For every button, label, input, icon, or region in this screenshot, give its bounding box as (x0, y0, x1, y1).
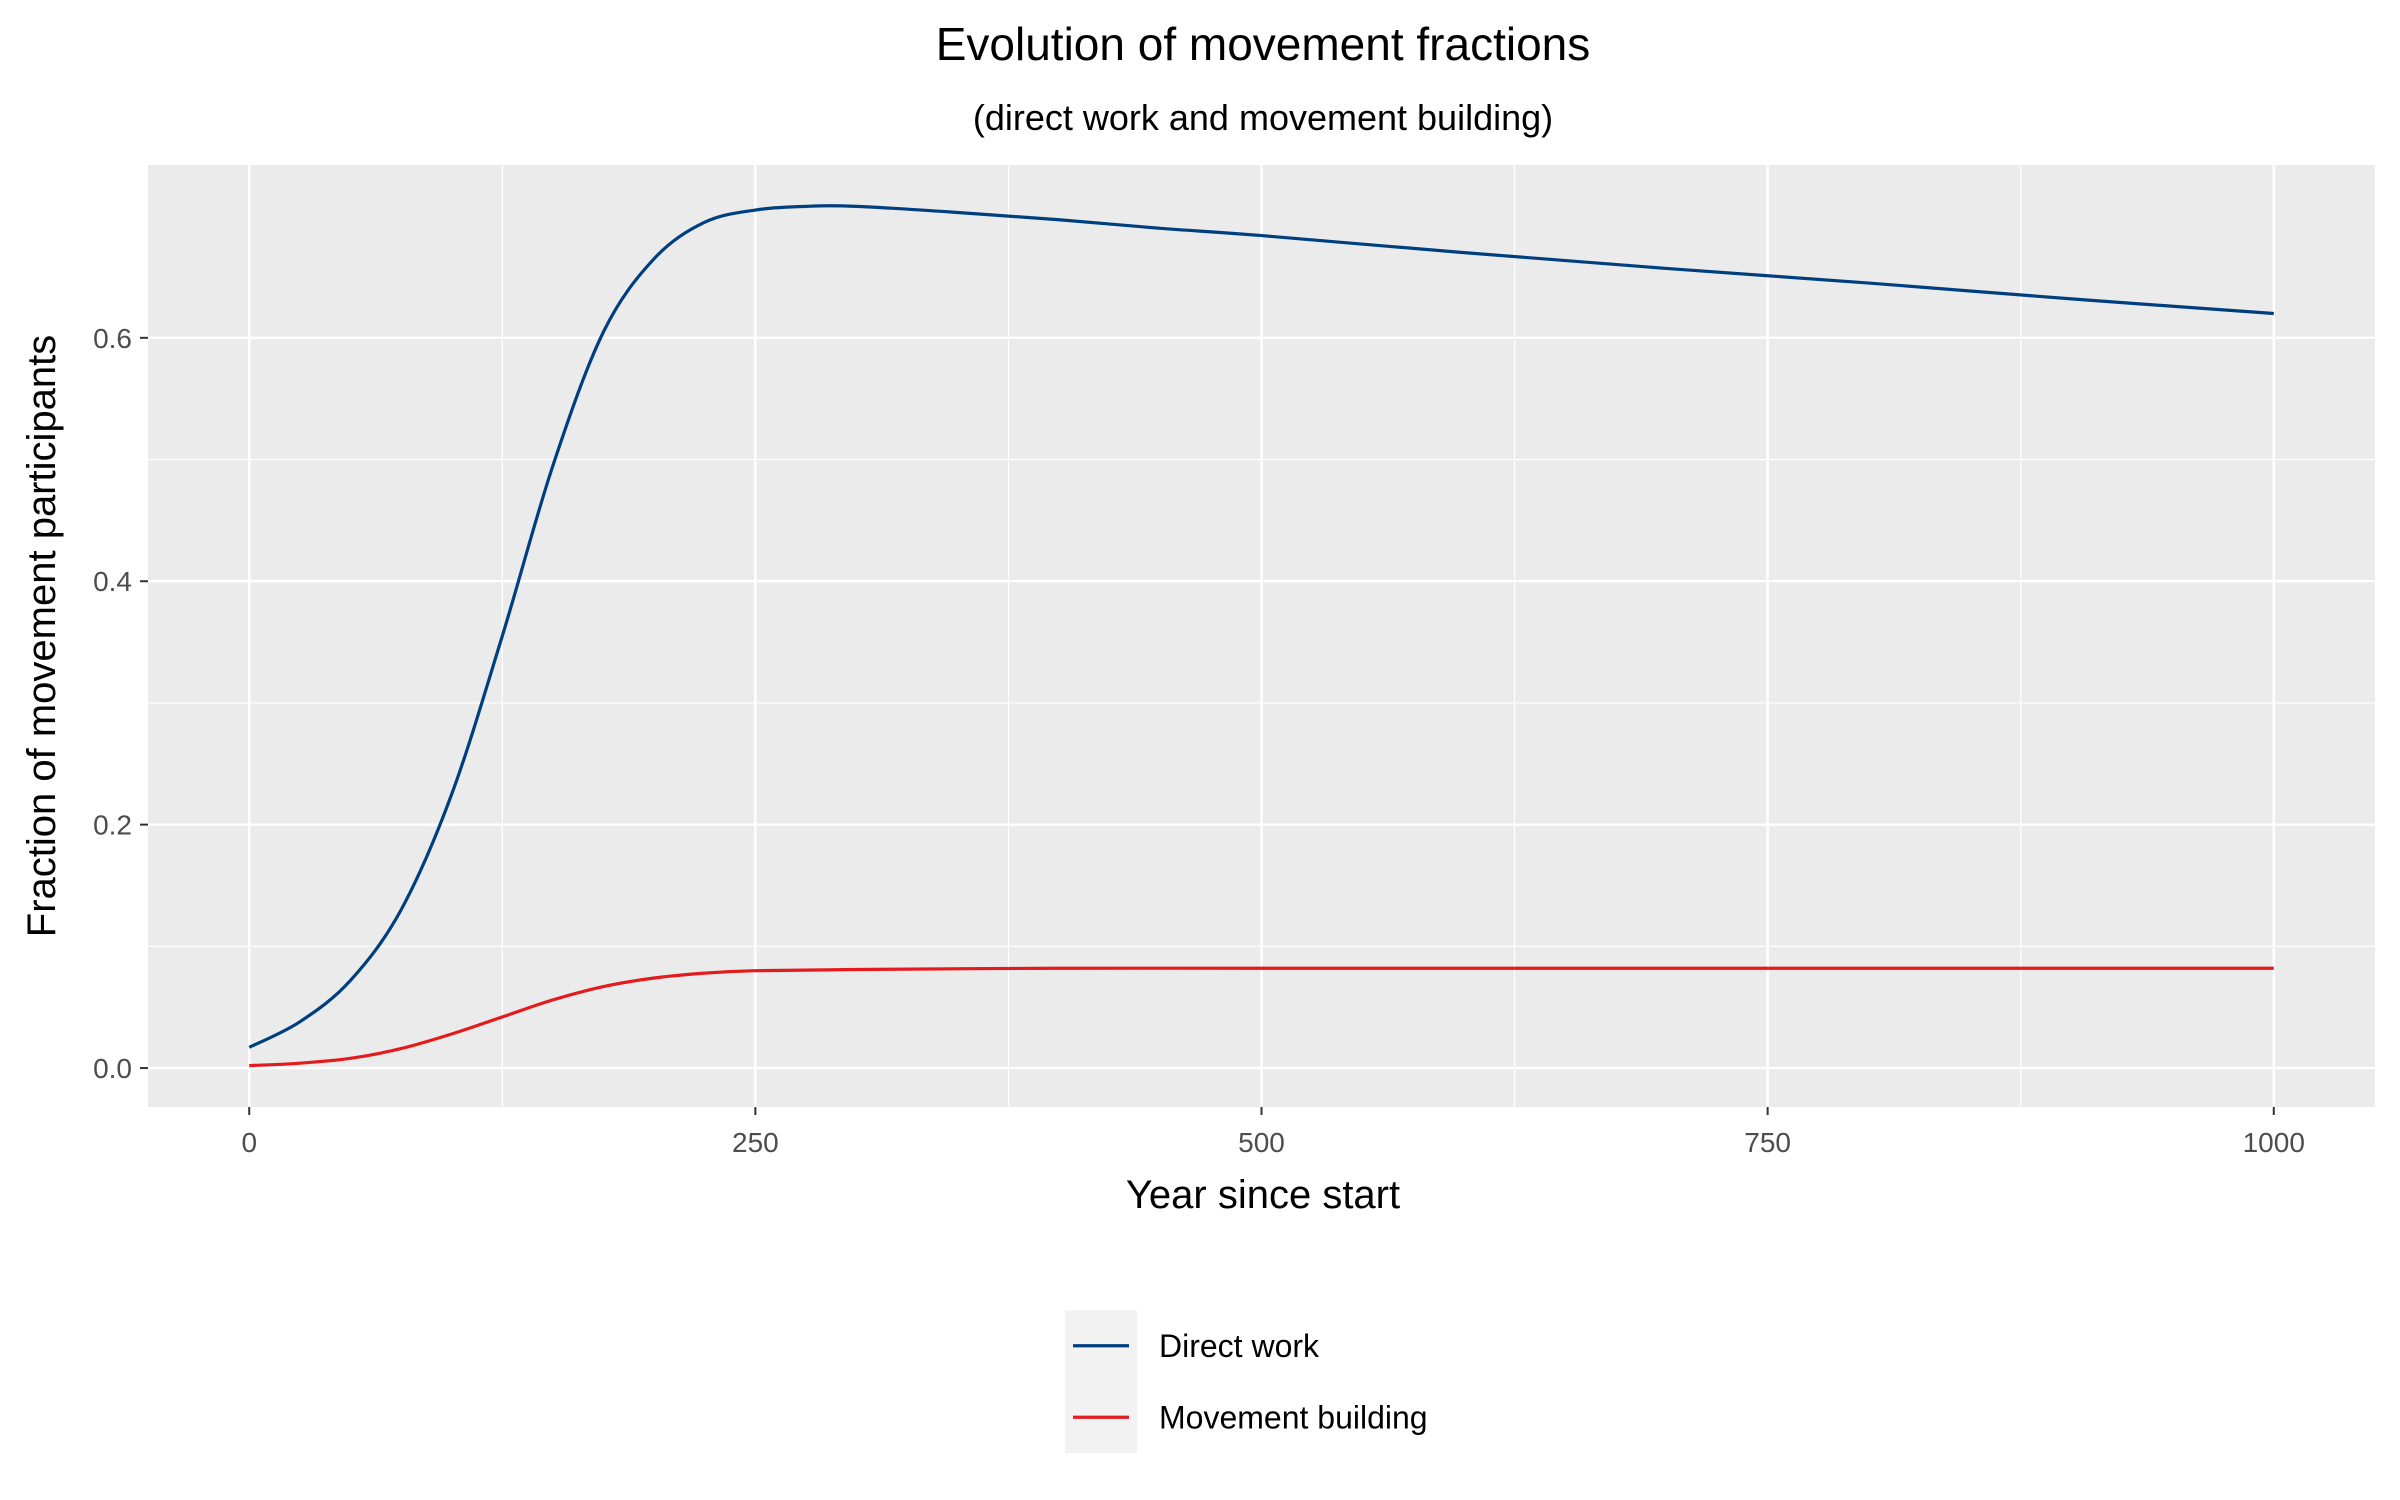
legend-key-background (1065, 1310, 1137, 1453)
x-tick-label: 250 (732, 1127, 779, 1158)
legend-label-movement-building: Movement building (1159, 1399, 1428, 1435)
x-tick-label: 1000 (2243, 1127, 2305, 1158)
y-axis: 0.0 0.2 0.4 0.6 (93, 323, 148, 1084)
y-tick-label: 0.0 (93, 1053, 132, 1084)
chart-title: Evolution of movement fractions (936, 18, 1591, 70)
x-axis: 0 250 500 750 1000 (241, 1107, 2305, 1158)
y-tick-label: 0.2 (93, 810, 132, 841)
x-tick-label: 500 (1238, 1127, 1285, 1158)
legend: Direct work Movement building (1065, 1310, 1428, 1453)
y-axis-title: Fraction of movement participants (20, 335, 64, 937)
y-tick-label: 0.4 (93, 566, 132, 597)
x-axis-title: Year since start (1126, 1173, 1400, 1217)
x-tick-label: 750 (1744, 1127, 1791, 1158)
legend-label-direct-work: Direct work (1159, 1328, 1320, 1364)
grid-layer (148, 165, 2375, 1107)
series-line-direct-work (248, 204, 2274, 1049)
x-tick-label: 0 (241, 1127, 257, 1158)
series-line-movement-building (249, 966, 2274, 1068)
y-tick-label: 0.6 (93, 323, 132, 354)
series-layer (248, 204, 2274, 1068)
chart-subtitle: (direct work and movement building) (973, 97, 1553, 138)
